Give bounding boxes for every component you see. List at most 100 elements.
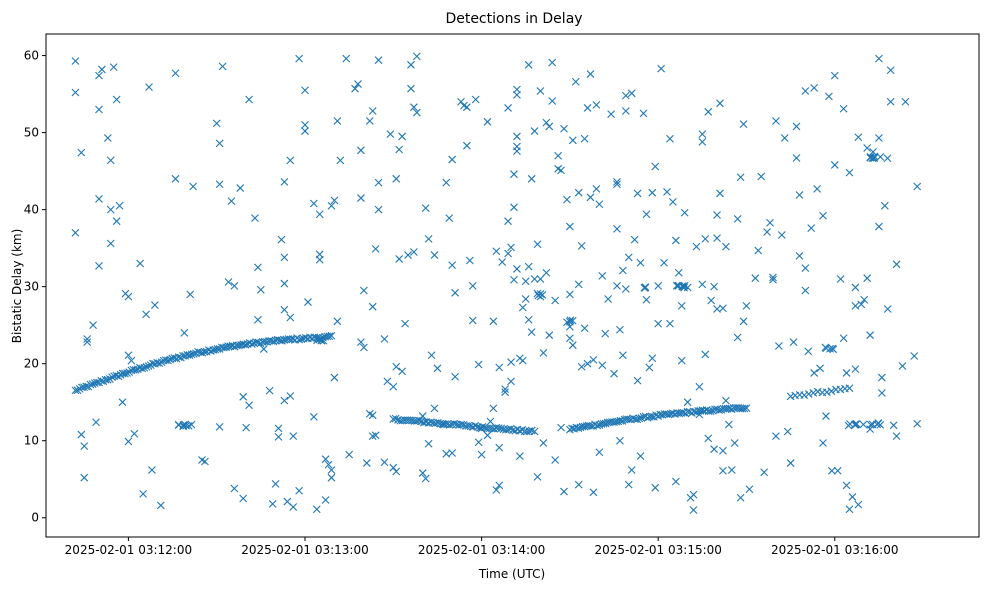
data-point [648,354,657,363]
data-point [789,338,798,347]
data-point [813,184,822,193]
data-point [389,463,398,472]
data-point [666,134,674,143]
data-point [524,315,533,324]
data-point [830,71,839,80]
data-point [498,258,507,266]
data-point [254,315,262,324]
data-point [692,242,701,251]
data-point [877,373,886,382]
data-point [586,193,595,202]
data-point [351,84,359,93]
data-point [763,228,771,236]
data-point [412,52,421,61]
data-point [277,235,286,244]
data-point [254,263,262,272]
data-point [859,420,868,429]
data-point [568,341,577,350]
data-point [112,95,121,104]
data-point [139,489,148,498]
data-point [433,364,442,373]
data-point [148,466,156,474]
data-point [716,99,724,108]
data-point [795,191,804,199]
data-point [627,89,636,98]
data-point [256,285,265,294]
data-point [450,419,459,428]
data-point [830,161,839,169]
data-point [883,305,892,313]
data-point [621,285,630,293]
data-point [504,249,512,258]
data-point [842,369,851,377]
data-point [845,505,854,514]
data-point [138,364,147,373]
x-tick-label: 2025-02-01 03:14:00 [418,543,545,557]
data-point [395,145,404,154]
data-point [601,329,610,338]
data-point [309,199,318,208]
data-point [156,501,165,510]
data-point [515,452,524,461]
data-point [486,417,495,426]
data-point [536,275,545,283]
data-point [587,422,595,430]
data-point [124,292,133,301]
data-point [359,286,368,295]
data-point [295,54,304,63]
data-point [571,77,580,86]
data-point [106,239,115,248]
data-point [844,421,853,430]
data-point [671,236,680,245]
data-point [401,319,409,328]
data-point [324,460,333,469]
data-point [477,450,486,459]
data-point [898,362,907,370]
data-point [127,356,136,365]
data-point [769,273,777,282]
data-point [268,499,277,508]
data-point [462,141,471,150]
data-point [507,358,515,367]
data-point [424,235,433,243]
data-point [816,364,824,373]
data-point [124,437,133,446]
data-point [739,120,748,129]
x-tick-label: 2025-02-01 03:12:00 [65,543,192,557]
data-point [495,443,504,452]
y-tick-label: 40 [24,203,39,217]
data-point [586,70,595,78]
data-point [876,152,885,161]
data-point [83,335,92,343]
data-point [651,483,660,492]
data-point [786,459,795,467]
data-point [494,424,503,433]
chart-title: Detections in Delay [445,11,582,27]
data-point [679,282,688,291]
data-point [280,396,289,405]
data-point [504,217,512,226]
data-point [566,334,574,343]
data-point [845,384,854,393]
data-point [730,439,739,447]
data-point [563,195,571,204]
data-point [404,251,412,259]
data-point [610,369,618,378]
data-point [445,214,454,222]
y-tick-label: 50 [24,126,39,140]
data-point [468,316,477,325]
data-point [207,347,215,355]
data-point [635,414,644,423]
data-point [115,201,124,210]
y-tick-label: 20 [24,357,39,371]
data-point [342,54,351,63]
data-point [557,423,565,432]
y-tick-label: 10 [24,434,39,448]
data-point [142,362,151,371]
data-point [621,91,630,100]
data-point [604,295,613,303]
data-point [683,407,692,416]
data-point [566,322,574,331]
data-point [251,214,259,222]
